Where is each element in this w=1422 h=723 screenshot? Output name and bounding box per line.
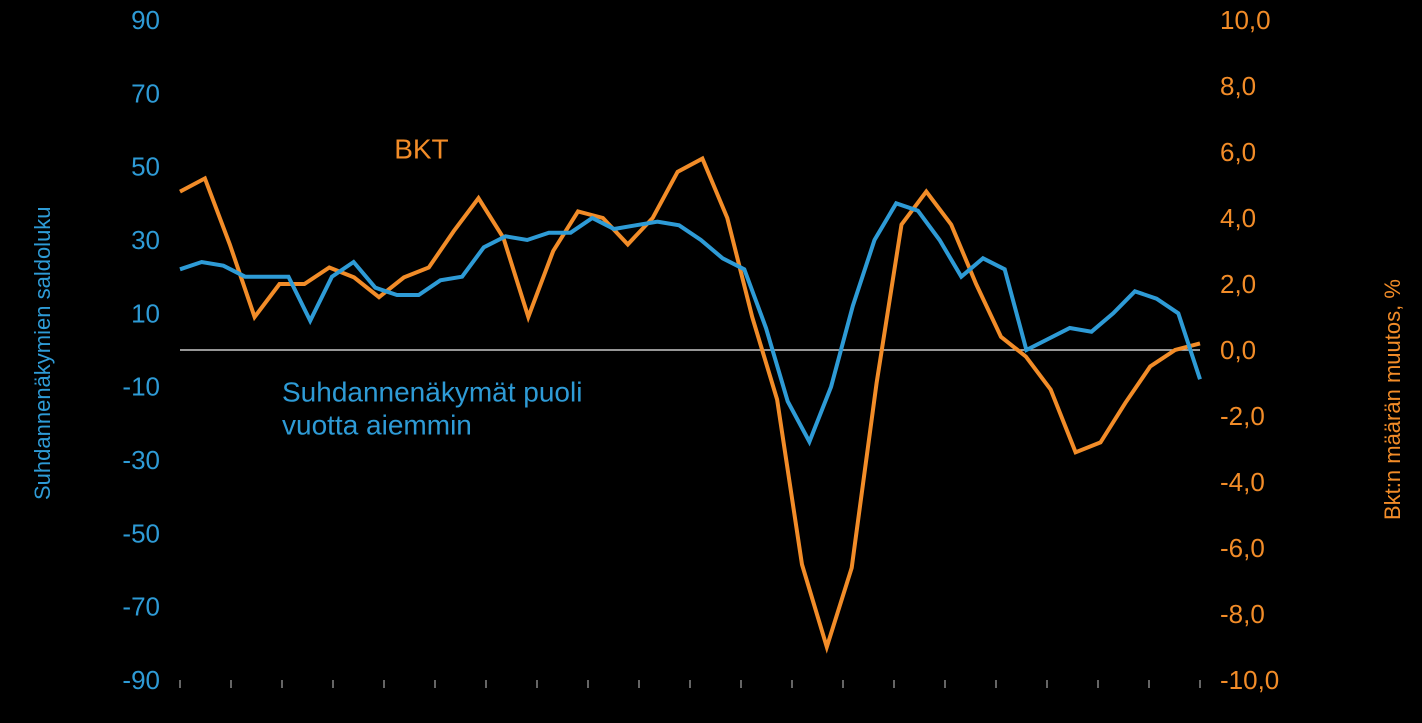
chart-svg: Suhdannenäkymien saldoluku Bkt:n määrän … — [0, 0, 1422, 723]
left-tick-label: 70 — [131, 78, 160, 108]
left-tick-label: 90 — [131, 5, 160, 35]
right-axis-label: Bkt:n määrän muutos, % — [1380, 279, 1405, 520]
right-tick-label: 0,0 — [1220, 335, 1256, 365]
left-axis-label: Suhdannenäkymien saldoluku — [30, 206, 55, 500]
left-axis-ticks: 90 70 50 30 10 -10 -30 -50 -70 -90 — [122, 5, 160, 695]
left-tick-label: -30 — [122, 445, 160, 475]
right-tick-label: 2,0 — [1220, 269, 1256, 299]
annotation-bkt: BKT — [394, 134, 448, 165]
right-tick-label: -8,0 — [1220, 599, 1265, 629]
right-axis-ticks: 10,0 8,0 6,0 4,0 2,0 0,0 -2,0 -4,0 -6,0 -8,0 -10,0 — [1220, 5, 1279, 695]
right-tick-label: 8,0 — [1220, 71, 1256, 101]
annotation-blue-line1: Suhdannenäkymät puoli — [282, 376, 582, 407]
right-tick-label: -10,0 — [1220, 665, 1279, 695]
right-tick-label: -6,0 — [1220, 533, 1265, 563]
left-tick-label: -10 — [122, 372, 160, 402]
left-tick-label: 30 — [131, 225, 160, 255]
left-tick-label: 10 — [131, 298, 160, 328]
x-axis-ticks — [180, 680, 1200, 688]
right-tick-label: 10,0 — [1220, 5, 1271, 35]
left-tick-label: 50 — [131, 152, 160, 182]
left-tick-label: -90 — [122, 665, 160, 695]
dual-axis-line-chart: Suhdannenäkymien saldoluku Bkt:n määrän … — [0, 0, 1422, 723]
annotation-blue-line2: vuotta aiemmin — [282, 409, 472, 440]
right-tick-label: -4,0 — [1220, 467, 1265, 497]
right-tick-label: 6,0 — [1220, 137, 1256, 167]
right-tick-label: -2,0 — [1220, 401, 1265, 431]
left-tick-label: -50 — [122, 518, 160, 548]
left-tick-label: -70 — [122, 592, 160, 622]
right-tick-label: 4,0 — [1220, 203, 1256, 233]
